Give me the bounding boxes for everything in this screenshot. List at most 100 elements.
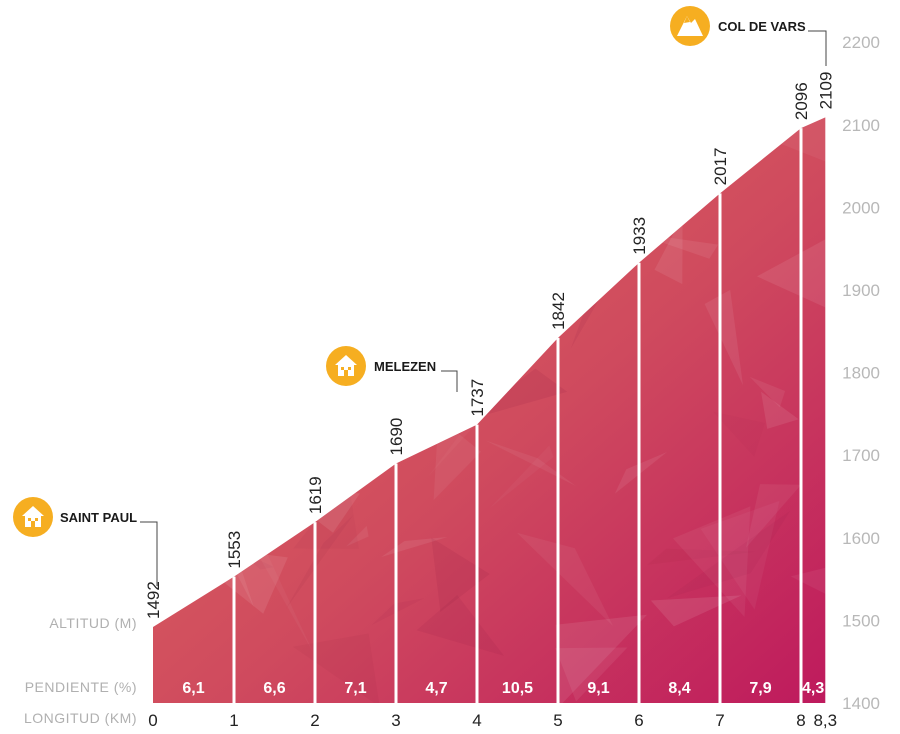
y-tick-label: 1600 [842,529,880,548]
gradient-value: 6,6 [263,680,285,697]
x-tick-label: 7 [715,711,724,730]
facet [107,420,162,451]
facet [293,479,359,549]
facet [328,137,409,194]
facet [346,525,369,547]
facet [156,331,255,382]
x-tick-label: 8 [796,711,805,730]
facet [749,376,786,408]
facet [516,532,613,626]
y-tick-label: 1400 [842,694,880,713]
facet [489,117,521,154]
facet [217,488,284,522]
facet [251,67,280,110]
x-tick-label: 6 [634,711,643,730]
facet [746,484,802,548]
altitude-label: 1933 [630,217,649,255]
gradient-value: 8,4 [668,680,690,697]
altitude-label: 1690 [387,418,406,456]
facet [285,514,354,610]
facet [365,164,393,176]
facet [614,451,668,494]
place-marker: SAINT PAUL [13,497,158,586]
altitude-label: 2017 [711,148,730,186]
facet [393,202,477,323]
y-tick-label: 1800 [842,364,880,383]
place-name: MELEZEN [374,359,436,374]
x-tick-label: 8,3 [813,711,837,730]
facet [305,186,387,243]
facet [396,147,450,243]
facet [647,548,756,565]
altitude-label: 2096 [792,82,811,120]
gradient-value: 7,9 [749,680,771,697]
house-icon [22,506,44,527]
facet [654,216,683,285]
place-marker: COL DE VARS [670,6,827,66]
house-icon [335,355,357,376]
facet [167,235,271,349]
facet [761,391,799,429]
y-tick-label: 2000 [842,198,880,217]
facet [191,429,249,535]
facet [241,461,298,539]
row-label-altitude: ALTITUD (M) [49,615,137,631]
x-tick-label: 0 [148,711,157,730]
x-tick-label: 4 [472,711,481,730]
facet [538,117,575,190]
facet [199,291,228,356]
mountain-icon [677,16,703,36]
place-name: COL DE VARS [718,19,806,34]
gradient-value: 4,3 [802,680,824,697]
altitude-label: 2109 [816,72,835,110]
facet [473,150,516,202]
y-tick-label: 2200 [842,33,880,52]
facet [371,598,425,625]
y-tick-label: 1700 [842,446,880,465]
x-tick-label: 2 [310,711,319,730]
altitude-label: 1619 [306,476,325,514]
profile-area [153,117,826,704]
facet [302,128,364,164]
facet [194,251,243,259]
facet [431,537,490,612]
facet [434,124,463,150]
y-tick-label: 1500 [842,611,880,630]
facet [153,324,166,396]
altitude-label: 1492 [144,581,163,619]
facet [510,186,540,199]
gradient-value: 9,1 [587,680,609,697]
leader-line [441,370,458,392]
facet [416,595,505,656]
facet [672,506,751,617]
gradient-value: 10,5 [502,680,533,697]
facet [704,289,743,386]
gradient-value: 7,1 [344,680,366,697]
facet [153,134,200,174]
facet [555,614,648,704]
leader-line [140,521,158,586]
x-tick-label: 1 [229,711,238,730]
facet [495,117,557,166]
gradient-value: 4,7 [425,680,447,697]
facet [555,647,628,702]
gradient-value: 6,1 [182,680,204,697]
facet [756,236,826,321]
row-label-length: LONGITUD (KM) [24,710,137,726]
place-name: SAINT PAUL [60,510,137,525]
facet [347,139,429,236]
x-tick-label: 3 [391,711,400,730]
facet [227,369,348,434]
y-tick-label: 1900 [842,281,880,300]
altitude-label: 1842 [549,292,568,330]
y-tick-label: 2100 [842,116,880,135]
facet [485,440,577,487]
facet [222,117,331,211]
row-label-gradient: PENDIENTE (%) [25,679,137,695]
place-marker: MELEZEN [326,346,458,392]
facet [359,304,457,407]
facet [153,252,193,330]
facet [666,510,791,599]
facet [254,547,314,653]
